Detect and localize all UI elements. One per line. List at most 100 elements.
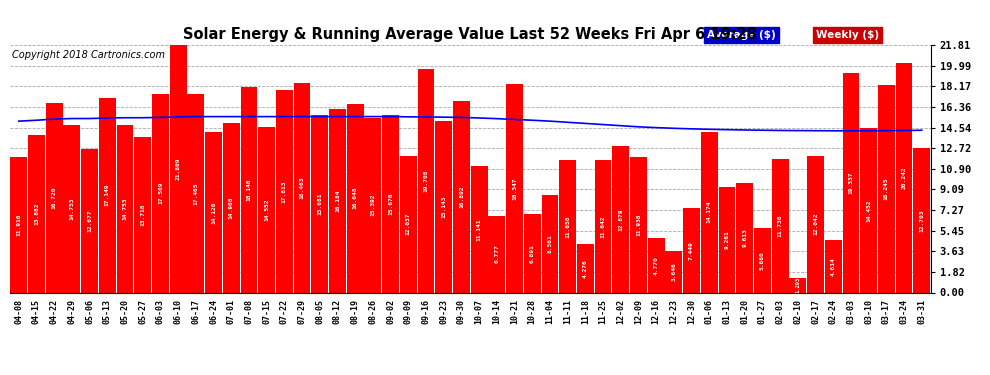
Text: 1.293: 1.293: [795, 277, 800, 293]
Bar: [436, 121, 452, 292]
Bar: [311, 114, 328, 292]
Bar: [701, 132, 718, 292]
Bar: [382, 115, 399, 292]
Text: 13.718: 13.718: [141, 203, 146, 226]
Text: 16.892: 16.892: [459, 185, 464, 208]
Text: 19.337: 19.337: [848, 171, 853, 194]
Bar: [28, 135, 45, 292]
Bar: [46, 103, 62, 292]
Bar: [506, 84, 523, 292]
Text: 18.140: 18.140: [247, 178, 251, 201]
Bar: [524, 214, 541, 292]
Text: 19.708: 19.708: [424, 170, 429, 192]
Text: 11.141: 11.141: [476, 218, 481, 240]
Bar: [842, 73, 859, 292]
Text: 17.149: 17.149: [105, 184, 110, 207]
Bar: [613, 146, 630, 292]
Text: Average ($): Average ($): [708, 30, 776, 40]
Text: 3.646: 3.646: [671, 262, 676, 281]
Text: Copyright 2018 Cartronics.com: Copyright 2018 Cartronics.com: [12, 50, 164, 60]
Text: 7.449: 7.449: [689, 241, 694, 260]
Text: 16.648: 16.648: [352, 187, 357, 209]
Bar: [81, 148, 98, 292]
Bar: [896, 63, 913, 292]
Text: 17.465: 17.465: [193, 182, 198, 205]
Text: 18.463: 18.463: [300, 177, 305, 199]
Text: 6.891: 6.891: [530, 244, 535, 263]
Text: 9.261: 9.261: [725, 231, 730, 249]
Bar: [737, 183, 753, 292]
Text: 15.676: 15.676: [388, 192, 393, 215]
Text: 21.809: 21.809: [175, 158, 180, 180]
Text: 11.736: 11.736: [777, 214, 783, 237]
Bar: [807, 156, 824, 292]
Bar: [223, 123, 240, 292]
Text: 13.882: 13.882: [34, 202, 39, 225]
Bar: [789, 278, 806, 292]
Text: 18.347: 18.347: [512, 177, 517, 200]
Bar: [63, 125, 80, 292]
Bar: [258, 128, 275, 292]
Bar: [99, 98, 116, 292]
Text: 12.703: 12.703: [920, 209, 925, 232]
Text: 14.174: 14.174: [707, 201, 712, 223]
Bar: [914, 148, 931, 292]
Text: 6.777: 6.777: [494, 244, 499, 263]
Bar: [187, 94, 204, 292]
Bar: [771, 159, 788, 292]
Bar: [542, 195, 558, 292]
Bar: [329, 109, 346, 292]
Bar: [117, 125, 134, 292]
Bar: [595, 160, 612, 292]
Text: 8.561: 8.561: [547, 234, 552, 253]
Text: 11.658: 11.658: [565, 215, 570, 238]
Text: 17.813: 17.813: [282, 180, 287, 203]
Bar: [346, 104, 363, 292]
Text: 12.037: 12.037: [406, 213, 411, 236]
Text: 14.753: 14.753: [123, 198, 128, 220]
Bar: [294, 83, 311, 292]
Bar: [719, 188, 736, 292]
Bar: [152, 94, 169, 292]
Text: 16.720: 16.720: [51, 186, 56, 209]
Bar: [754, 228, 771, 292]
Text: 14.126: 14.126: [211, 201, 216, 223]
Text: 14.753: 14.753: [69, 198, 74, 220]
Text: 17.509: 17.509: [157, 182, 163, 204]
Bar: [665, 251, 682, 292]
Text: 4.770: 4.770: [653, 256, 658, 275]
Bar: [630, 157, 646, 292]
Bar: [418, 69, 435, 292]
Bar: [577, 244, 594, 292]
Text: 4.614: 4.614: [831, 257, 836, 276]
Text: 11.938: 11.938: [636, 213, 641, 236]
Bar: [559, 160, 576, 292]
Text: 9.613: 9.613: [742, 229, 747, 248]
Bar: [169, 45, 186, 292]
Text: 16.184: 16.184: [335, 189, 340, 212]
Title: Solar Energy & Running Average Value Last 52 Weeks Fri Apr 6 19:28: Solar Energy & Running Average Value Las…: [183, 27, 757, 42]
Text: 15.143: 15.143: [442, 195, 446, 218]
Text: 15.392: 15.392: [370, 194, 375, 216]
Bar: [825, 240, 842, 292]
Bar: [10, 157, 27, 292]
Text: 12.677: 12.677: [87, 209, 92, 232]
Text: 12.879: 12.879: [618, 208, 624, 231]
Bar: [400, 156, 417, 292]
Bar: [488, 216, 505, 292]
Bar: [878, 86, 895, 292]
Text: 20.242: 20.242: [902, 166, 907, 189]
Text: 14.552: 14.552: [264, 199, 269, 221]
Text: 4.276: 4.276: [583, 259, 588, 278]
Bar: [647, 238, 664, 292]
Text: 18.245: 18.245: [884, 178, 889, 200]
Text: 14.908: 14.908: [229, 196, 234, 219]
Bar: [453, 101, 470, 292]
Text: 5.660: 5.660: [760, 251, 765, 270]
Bar: [470, 166, 487, 292]
Bar: [241, 87, 257, 292]
Bar: [276, 90, 293, 292]
Bar: [860, 129, 877, 292]
Bar: [135, 137, 151, 292]
Text: 14.452: 14.452: [866, 199, 871, 222]
